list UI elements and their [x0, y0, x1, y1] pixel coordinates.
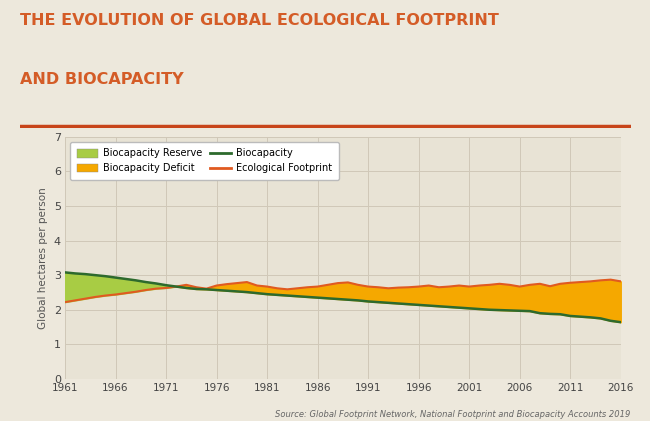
Y-axis label: Global hectares per person: Global hectares per person [38, 187, 48, 329]
Legend: Biocapacity Reserve, Biocapacity Deficit, Biocapacity, Ecological Footprint: Biocapacity Reserve, Biocapacity Deficit… [70, 142, 339, 180]
Text: THE EVOLUTION OF GLOBAL ECOLOGICAL FOOTPRINT: THE EVOLUTION OF GLOBAL ECOLOGICAL FOOTP… [20, 13, 499, 28]
Text: Source: Global Footprint Network, National Footprint and Biocapacity Accounts 20: Source: Global Footprint Network, Nation… [275, 410, 630, 419]
Text: AND BIOCAPACITY: AND BIOCAPACITY [20, 72, 183, 87]
